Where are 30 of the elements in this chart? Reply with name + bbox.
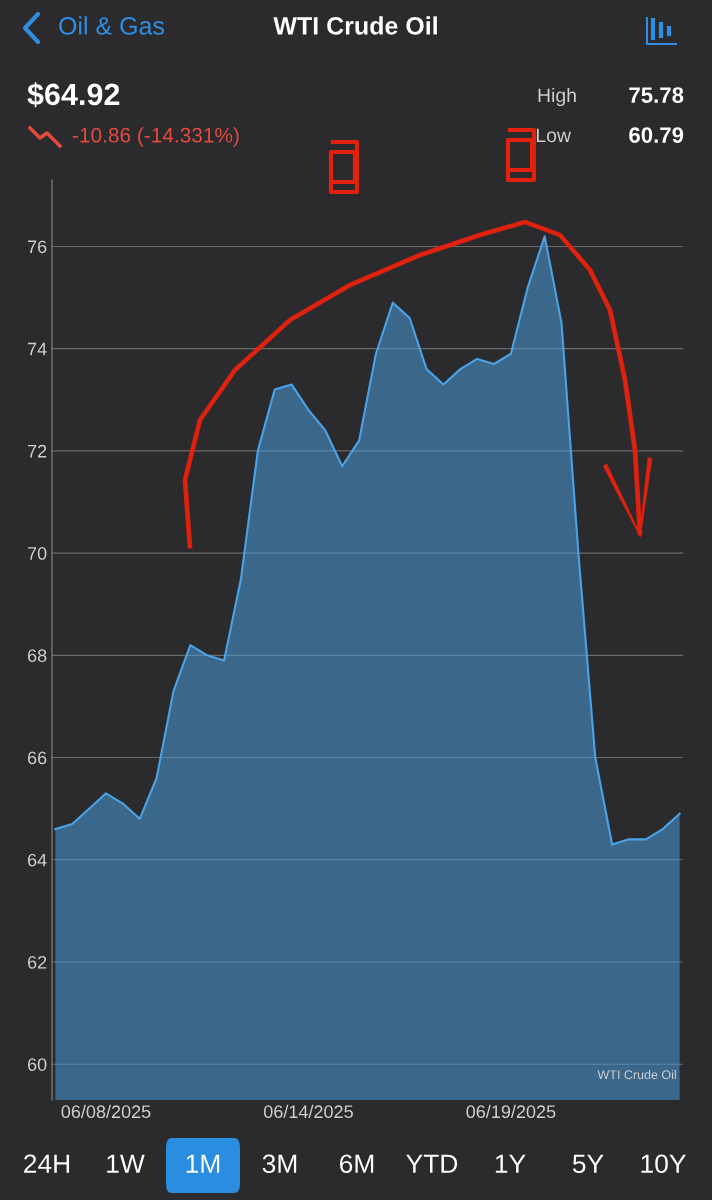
text: 75.78 [629,87,684,103]
text: 24H [24,1154,70,1173]
text: Oil & Gas [59,16,165,35]
text: 6M [340,1154,374,1174]
annotation: WTI Crude Oil [597,1069,676,1080]
y-tick-label: 60 [27,1058,47,1071]
text: 5Y [572,1154,604,1174]
text: Low [536,128,572,143]
y-tick-label: 74 [27,342,47,356]
text: 1M [186,1154,220,1173]
y-tick-label: 66 [27,751,47,765]
chart-subtitle: $64.92 [27,82,120,108]
y-tick-label: 64 [27,853,47,867]
text: 1W [107,1154,145,1173]
y-tick-label: 70 [27,547,47,560]
text: 3M [262,1154,297,1174]
y-tick-label: 68 [27,649,47,663]
text: YTD [406,1154,458,1173]
x-tick-label: 06/14/2025 [263,1104,353,1119]
text: High [538,87,576,107]
y-tick-label: 76 [27,240,47,254]
x-tick-label: 06/19/2025 [466,1104,556,1119]
x-tick-label: 06/08/2025 [61,1104,151,1119]
text: 10Y [641,1154,686,1174]
text: 1Y [495,1154,526,1173]
text: 60.79 [629,127,684,143]
y-tick-label: 72 [27,444,47,458]
y-tick-label: 62 [27,955,47,969]
text: -10.86 (-14.331%) [72,127,239,147]
chart-title: WTI Crude Oil [273,16,437,35]
